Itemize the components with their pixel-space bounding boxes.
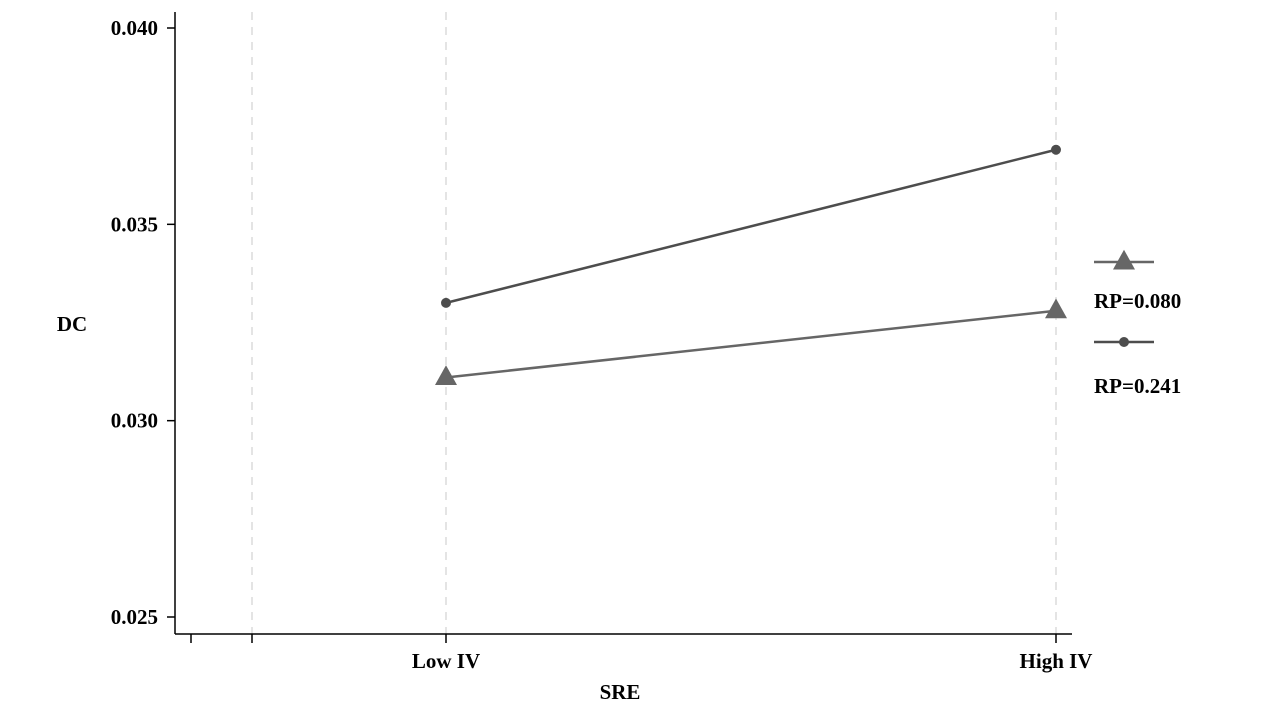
- x-tick-label: High IV: [1020, 649, 1093, 673]
- y-tick-label: 0.035: [111, 212, 158, 236]
- series-2: [441, 144, 1061, 308]
- data-point: [1051, 144, 1061, 155]
- legend-label: RP=0.080: [1094, 289, 1181, 313]
- series-line: [445, 148, 1057, 305]
- legend-marker: [1119, 337, 1129, 347]
- series-1: [435, 298, 1067, 385]
- legend-item: RP=0.080: [1094, 249, 1181, 313]
- legend-item: RP=0.241: [1094, 337, 1181, 398]
- y-axis-title: DC: [57, 312, 87, 336]
- data-point: [1045, 298, 1067, 319]
- series-group: [435, 144, 1067, 385]
- series-line: [445, 309, 1057, 379]
- y-tick-label: 0.025: [111, 605, 158, 629]
- y-tick-label: 0.030: [111, 409, 158, 433]
- data-point: [441, 297, 451, 308]
- data-point: [435, 365, 457, 385]
- x-axis-title: SRE: [600, 680, 641, 704]
- x-tick-label: Low IV: [412, 649, 480, 673]
- legend: RP=0.080 RP=0.241: [1094, 249, 1181, 398]
- axes: [174, 12, 1072, 635]
- y-tick-label: 0.040: [111, 16, 158, 40]
- x-ticks: Low IV High IV: [190, 634, 1093, 673]
- legend-label: RP=0.241: [1094, 374, 1181, 398]
- y-ticks: 0.025 0.030 0.035 0.040: [111, 16, 175, 629]
- legend-marker: [1113, 249, 1135, 270]
